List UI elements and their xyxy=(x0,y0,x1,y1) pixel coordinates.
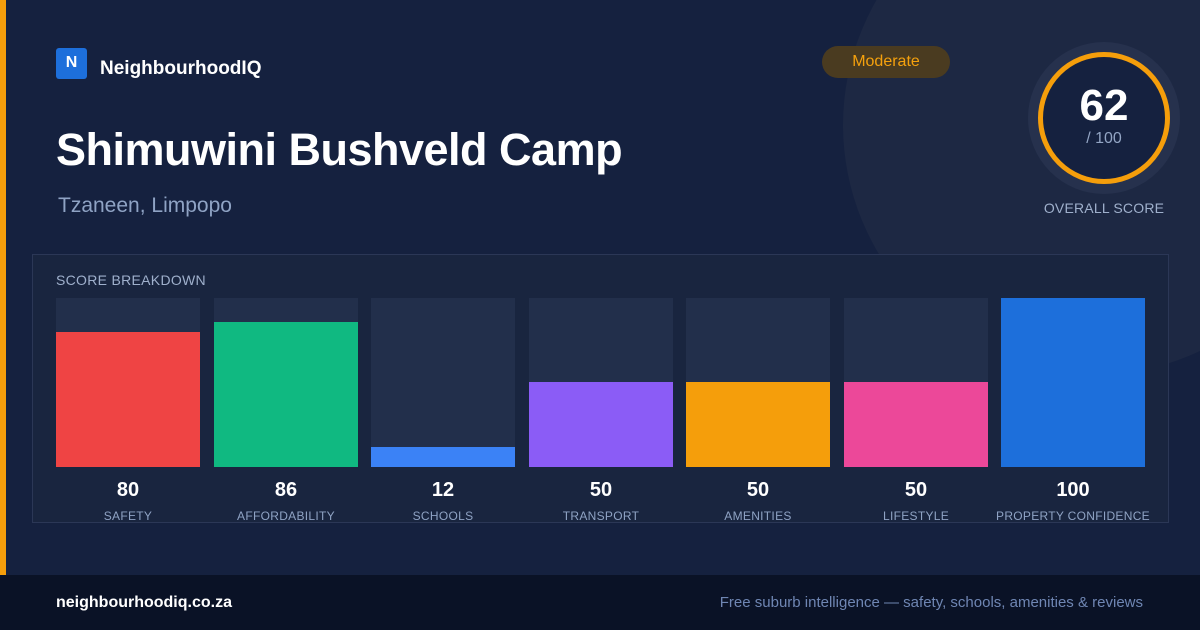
bar-schools: 12 SCHOOLS xyxy=(371,298,515,523)
bar-track xyxy=(56,298,200,467)
bar-label: SAFETY xyxy=(103,509,153,523)
place-title: Shimuwini Bushveld Camp xyxy=(56,124,623,175)
bar-fill xyxy=(686,382,830,467)
footer-domain-link[interactable]: neighbourhoodiq.co.za xyxy=(56,594,232,611)
bar-track xyxy=(686,298,830,467)
overall-score-ring: 62 / 100 xyxy=(1028,42,1180,194)
bar-transport: 50 TRANSPORT xyxy=(529,298,673,523)
place-location: Tzaneen, Limpopo xyxy=(58,194,232,217)
bar-value: 80 xyxy=(116,479,140,501)
bar-fill xyxy=(529,382,673,467)
accent-stripe xyxy=(0,0,6,575)
score-ring-progress xyxy=(1038,52,1170,184)
bar-value: 50 xyxy=(589,479,613,501)
score-breakdown-panel: SCORE BREAKDOWN 80 SAFETY 86 AFFORDABILITY 1… xyxy=(32,254,1169,523)
bar-affordability: 86 AFFORDABILITY xyxy=(214,298,358,523)
bar-label: SCHOOLS xyxy=(412,509,474,523)
bar-fill xyxy=(214,322,358,467)
bar-label: PROPERTY CONFIDENCE xyxy=(996,509,1150,523)
brand-logo-icon: N xyxy=(56,47,87,79)
bar-fill xyxy=(844,382,988,467)
bar-property-confidence: 100 PROPERTY CONFIDENCE xyxy=(996,298,1150,523)
bar-track xyxy=(1001,298,1145,467)
brand-name: NeighbourhoodIQ xyxy=(100,58,262,79)
overall-score-value: 62 xyxy=(1079,81,1129,130)
bar-fill xyxy=(1001,298,1145,467)
bar-fill xyxy=(56,332,200,467)
bar-safety: 80 SAFETY xyxy=(56,298,200,523)
bar-track xyxy=(844,298,988,467)
bar-value: 100 xyxy=(1056,479,1090,501)
bar-value: 50 xyxy=(904,479,928,501)
bar-label: AMENITIES xyxy=(724,509,792,523)
bar-label: AFFORDABILITY xyxy=(237,509,335,523)
rating-badge: Moderate xyxy=(822,46,950,78)
bar-track xyxy=(371,298,515,467)
bar-value: 86 xyxy=(274,479,298,501)
overall-score-max: / 100 xyxy=(1086,130,1122,147)
bar-fill xyxy=(371,447,515,467)
bar-amenities: 50 AMENITIES xyxy=(686,298,830,523)
bar-label: LIFESTYLE xyxy=(882,509,950,523)
footer-tagline: Free suburb intelligence — safety, schoo… xyxy=(719,594,1143,611)
bar-value: 12 xyxy=(431,479,455,501)
bar-label: TRANSPORT xyxy=(562,509,640,523)
bar-value: 50 xyxy=(746,479,770,501)
bar-lifestyle: 50 LIFESTYLE xyxy=(844,298,988,523)
bar-track xyxy=(214,298,358,467)
footer: neighbourhoodiq.co.za Free suburb intell… xyxy=(0,575,1200,630)
brand[interactable]: N NeighbourhoodIQ xyxy=(56,46,261,80)
overall-score-caption: OVERALL SCORE xyxy=(1043,200,1165,216)
bar-track xyxy=(529,298,673,467)
breakdown-title: SCORE BREAKDOWN xyxy=(56,272,206,288)
